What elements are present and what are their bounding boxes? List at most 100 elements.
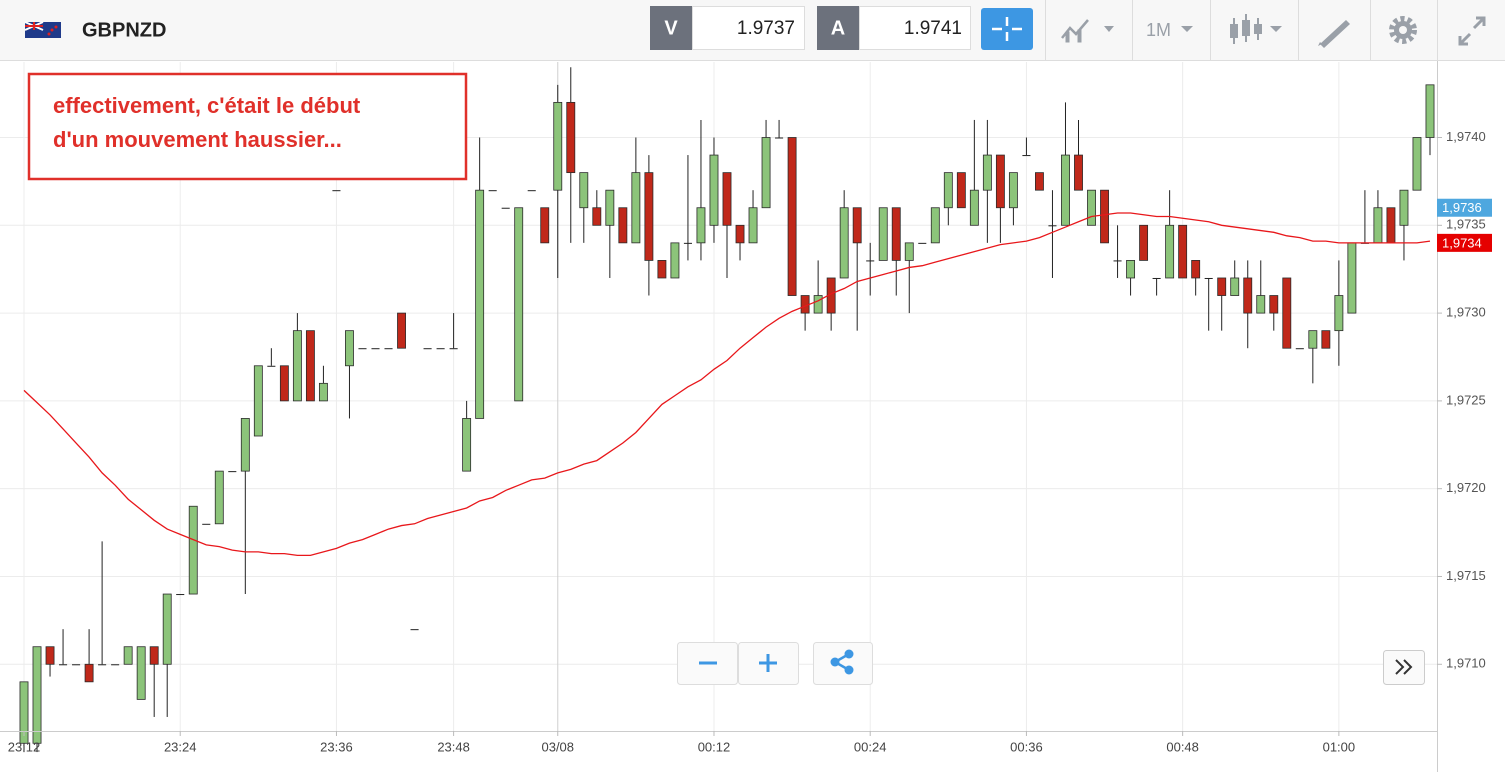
candle-body xyxy=(318,382,328,402)
candle-body xyxy=(111,664,120,666)
candle-body xyxy=(956,172,966,209)
candle-body xyxy=(748,207,758,244)
candle-body xyxy=(618,207,628,244)
x-tick-label: 00:48 xyxy=(1166,739,1199,754)
timeframe-button[interactable]: 1M xyxy=(1146,20,1193,40)
candle-body xyxy=(540,207,550,244)
candle-body xyxy=(240,418,250,472)
bid-button[interactable]: V 1.9737 xyxy=(650,6,805,50)
moving-average-line xyxy=(23,212,1431,557)
y-tick-label: 1,9720 xyxy=(1446,480,1486,495)
price-tag xyxy=(1437,233,1492,252)
candle-body xyxy=(1347,242,1357,314)
candle-body xyxy=(176,594,185,596)
candle-body xyxy=(1191,260,1201,279)
candle-body xyxy=(1126,260,1136,279)
x-tick-label: 23:12 xyxy=(8,739,41,754)
candle-body xyxy=(136,646,146,700)
price-tag-label: 1,9734 xyxy=(1442,235,1482,250)
flag-icon xyxy=(24,21,61,38)
candle-body xyxy=(202,523,211,525)
candle-body xyxy=(292,330,302,402)
candle-body xyxy=(72,664,81,666)
candle-body xyxy=(162,593,172,665)
bid-label: V xyxy=(664,17,678,39)
candle-body xyxy=(1152,277,1161,279)
annotation-line: effectivement, c'était le début xyxy=(53,93,361,118)
y-tick-label: 1,9740 xyxy=(1446,129,1486,144)
x-tick-label: 23:48 xyxy=(437,739,470,754)
candle-body xyxy=(384,348,393,350)
candle-body xyxy=(345,330,354,367)
candle-body xyxy=(878,207,888,261)
candle-body xyxy=(397,312,406,349)
candle-body xyxy=(98,664,107,666)
candle-body xyxy=(1087,189,1096,226)
candle-body xyxy=(371,348,380,350)
ask-price: 1.9741 xyxy=(904,18,962,39)
candle-body xyxy=(1204,277,1213,279)
candle-body xyxy=(305,330,315,402)
candle-body xyxy=(1165,224,1175,279)
chart-type-button[interactable] xyxy=(1061,19,1114,43)
candle-body xyxy=(839,207,849,279)
candle-body xyxy=(866,260,875,262)
candle-body xyxy=(1269,295,1279,314)
settings-button[interactable] xyxy=(1389,16,1417,44)
candle-body xyxy=(32,646,42,744)
x-tick-label: 23:24 xyxy=(164,739,197,754)
fullscreen-button[interactable] xyxy=(1458,16,1486,46)
x-tick-label: 23:36 xyxy=(320,739,353,754)
candle-body xyxy=(891,207,901,261)
ask-label: A xyxy=(831,17,845,39)
zoom-in-button[interactable] xyxy=(738,642,799,685)
symbol: GBPNZD xyxy=(82,19,166,41)
candle-body xyxy=(84,663,94,683)
candle-body xyxy=(149,646,159,665)
ask-button[interactable]: A 1.9741 xyxy=(817,6,971,50)
x-tick-label: 00:24 xyxy=(854,739,887,754)
candle-body xyxy=(761,137,771,209)
bid-price: 1.9737 xyxy=(737,18,795,39)
price-tag-label: 1,9736 xyxy=(1442,200,1482,215)
candle-body xyxy=(1139,224,1149,261)
price-tag xyxy=(1437,198,1492,217)
candle-body xyxy=(579,172,589,209)
candle-body xyxy=(436,348,445,350)
candle-body xyxy=(1334,295,1344,332)
zoom-out-button[interactable] xyxy=(677,642,738,685)
candle-body xyxy=(605,189,615,226)
candle-body xyxy=(1256,295,1266,314)
candle-body xyxy=(813,295,823,314)
annotation-line: d'un mouvement haussier... xyxy=(53,127,342,152)
candle-body xyxy=(410,629,419,631)
y-tick-label: 1,9730 xyxy=(1446,305,1486,320)
candle-body xyxy=(488,190,497,192)
share-button[interactable] xyxy=(813,642,873,685)
candle-body xyxy=(1308,330,1318,349)
candle-body xyxy=(1386,207,1396,244)
candle-body xyxy=(19,681,29,744)
candle-body xyxy=(1230,277,1240,296)
scroll-end-button[interactable] xyxy=(1383,650,1425,685)
candles xyxy=(19,67,1435,753)
candle-body xyxy=(279,365,289,402)
candle-body xyxy=(267,365,276,367)
crosshair-button[interactable] xyxy=(981,8,1033,50)
candle-body xyxy=(722,172,732,226)
toolbar-separators xyxy=(1045,0,1438,60)
candle-style-button[interactable] xyxy=(1230,14,1282,44)
candle-body xyxy=(904,242,914,261)
candle-body xyxy=(1321,330,1331,349)
candle-body xyxy=(1048,225,1057,227)
candle-body xyxy=(423,348,432,350)
candle-body xyxy=(358,348,367,350)
candle-body xyxy=(566,101,576,174)
candle-body xyxy=(514,207,524,402)
candle-body xyxy=(930,207,940,244)
draw-tool-button[interactable] xyxy=(1318,20,1350,48)
candle-body xyxy=(1412,137,1422,191)
candle-body xyxy=(1178,224,1188,279)
